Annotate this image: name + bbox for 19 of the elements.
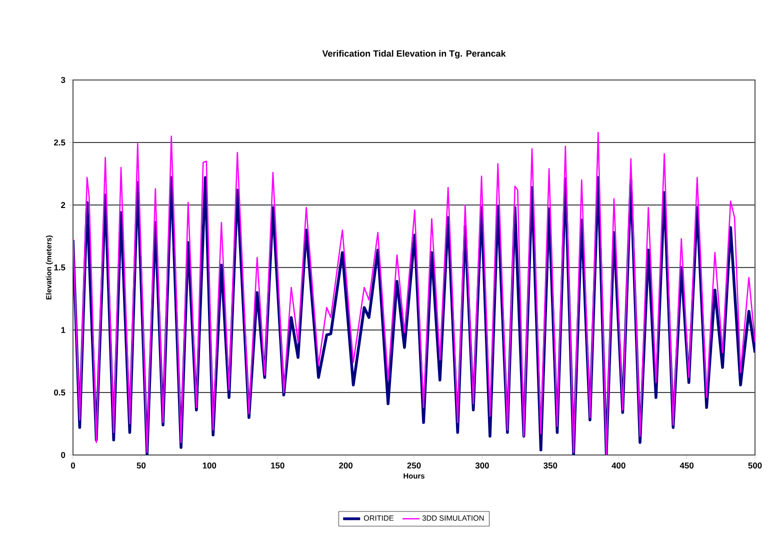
x-tick-label: 300 xyxy=(475,462,489,469)
y-tick-label: 0.5 xyxy=(54,390,66,396)
chart-title: Verification Tidal Elevation in Tg. Perancak xyxy=(322,50,506,59)
x-tick-label: 50 xyxy=(136,462,146,469)
y-tick-label: 2.5 xyxy=(54,140,66,146)
y-tick-label: 1.5 xyxy=(54,264,66,270)
x-tick-label: 500 xyxy=(748,462,762,469)
x-tick-label: 150 xyxy=(271,462,284,469)
x-tick-label: 200 xyxy=(339,462,353,469)
x-tick-label: 400 xyxy=(612,462,626,469)
x-tick-label: 350 xyxy=(544,462,558,469)
y-tick-label: 0 xyxy=(61,452,66,458)
y-tick-label: 2 xyxy=(61,202,66,208)
x-tick-label: 100 xyxy=(202,462,216,469)
x-tick-label: 450 xyxy=(680,462,694,469)
x-tick-label: 0 xyxy=(70,462,76,469)
y-tick-label: 3 xyxy=(60,77,66,83)
y-tick-label: 1 xyxy=(61,327,66,333)
x-tick-label: 250 xyxy=(407,462,421,469)
